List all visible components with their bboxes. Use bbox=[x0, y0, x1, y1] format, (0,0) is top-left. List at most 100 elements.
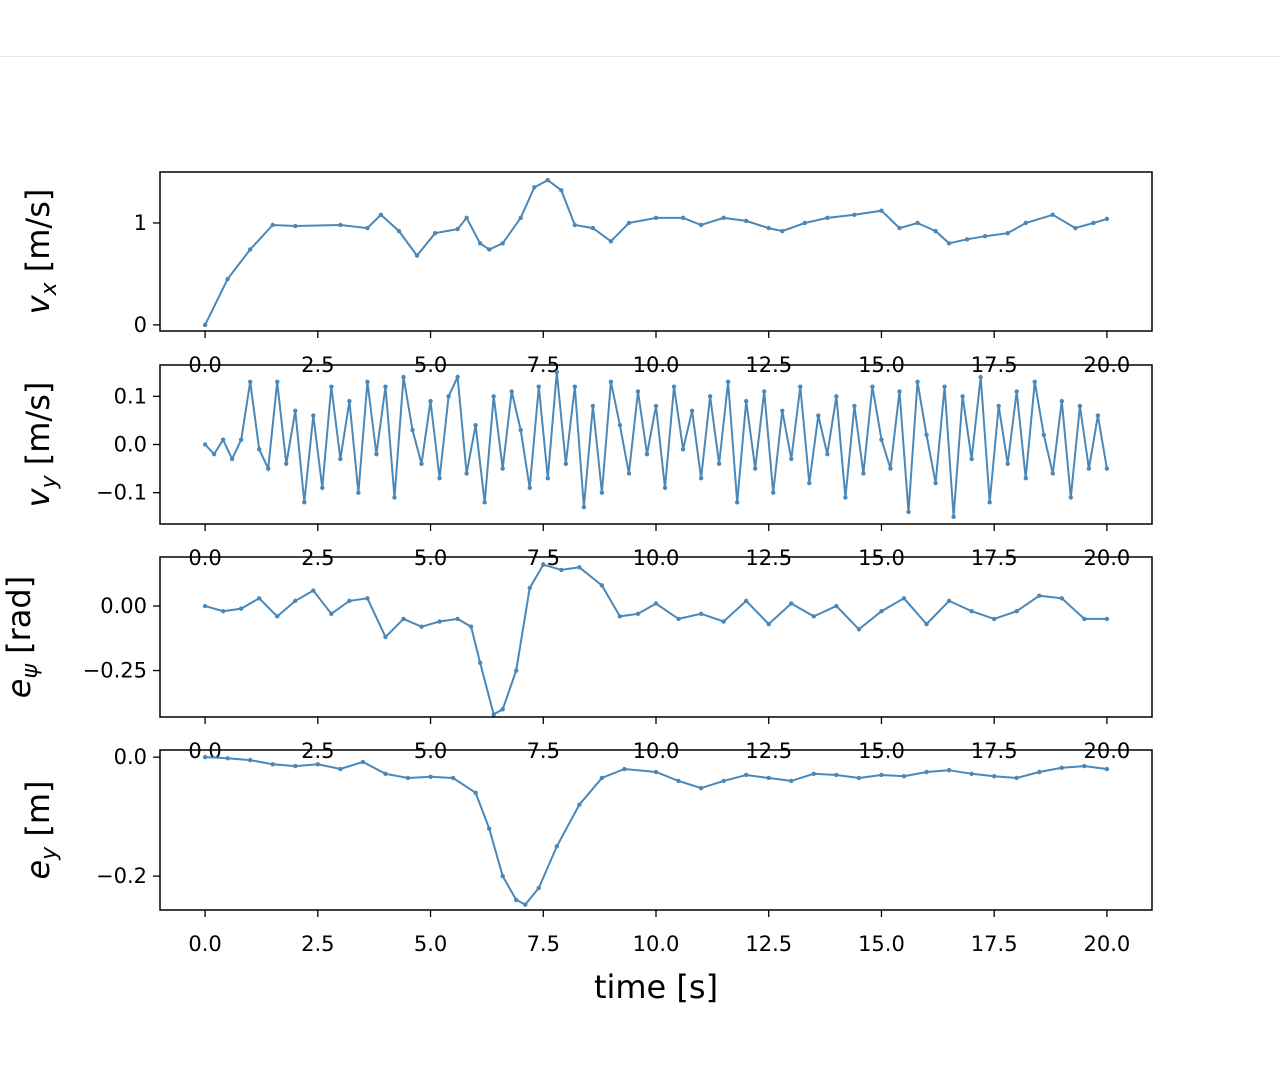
data-point bbox=[1014, 389, 1019, 394]
data-point bbox=[590, 225, 596, 231]
data-point bbox=[220, 608, 226, 614]
data-point bbox=[518, 427, 523, 433]
data-point bbox=[924, 769, 929, 775]
data-point bbox=[1005, 230, 1010, 236]
data-point bbox=[238, 606, 244, 611]
data-point bbox=[676, 778, 681, 784]
data-point bbox=[780, 228, 785, 234]
data-point bbox=[662, 485, 668, 491]
data-point bbox=[698, 222, 704, 228]
x-tick-label: 10.0 bbox=[633, 932, 680, 956]
data-point bbox=[978, 374, 983, 380]
data-point bbox=[626, 471, 632, 476]
data-point bbox=[1037, 769, 1042, 775]
data-point bbox=[834, 603, 839, 609]
data-point bbox=[360, 759, 366, 765]
data-point bbox=[374, 451, 379, 457]
data-point bbox=[1086, 466, 1092, 471]
series-line bbox=[205, 756, 1108, 906]
data-point bbox=[924, 621, 929, 627]
x-tick-label: 5.0 bbox=[414, 932, 447, 956]
data-point bbox=[635, 611, 641, 616]
subplot-2: 0.0 2.5 5.0 7.5 10.0 12.5 15.0 17.5 20.0−0.10.00… bbox=[19, 364, 1153, 570]
data-point bbox=[969, 456, 974, 462]
data-point bbox=[721, 619, 726, 624]
data-point bbox=[915, 220, 920, 226]
data-point bbox=[559, 567, 564, 573]
data-point bbox=[437, 476, 442, 481]
data-point bbox=[396, 228, 402, 234]
data-point bbox=[721, 778, 726, 784]
data-point bbox=[527, 485, 532, 491]
data-point bbox=[1037, 593, 1042, 598]
data-point bbox=[468, 624, 474, 629]
data-point bbox=[1032, 379, 1037, 385]
data-point bbox=[577, 802, 582, 807]
data-point bbox=[455, 226, 460, 232]
axes-frame bbox=[159, 749, 1153, 911]
data-point bbox=[464, 471, 469, 476]
data-point bbox=[897, 225, 902, 231]
data-point bbox=[257, 596, 262, 601]
data-point bbox=[834, 772, 839, 778]
data-point bbox=[946, 241, 952, 246]
data-point bbox=[1104, 616, 1110, 622]
data-point bbox=[383, 384, 388, 389]
data-point bbox=[1023, 220, 1028, 226]
x-tick-label: 0.0 bbox=[188, 739, 221, 763]
data-point bbox=[464, 215, 469, 221]
data-point bbox=[653, 215, 659, 221]
data-point bbox=[897, 389, 902, 394]
axes-frame bbox=[159, 364, 1153, 525]
series-line bbox=[204, 179, 1108, 326]
x-tick-label: 17.5 bbox=[971, 739, 1018, 763]
data-point bbox=[901, 773, 907, 779]
data-point bbox=[315, 762, 321, 767]
y-tick-label: −0.1 bbox=[96, 481, 147, 505]
data-point bbox=[320, 485, 325, 491]
x-tick-label: 20.0 bbox=[1084, 546, 1131, 570]
data-point bbox=[477, 660, 483, 666]
data-point bbox=[1073, 225, 1078, 231]
data-point bbox=[477, 241, 483, 246]
x-tick-label: 10.0 bbox=[633, 739, 680, 763]
data-point bbox=[825, 215, 830, 221]
data-point bbox=[599, 583, 605, 588]
x-tick-label: 17.5 bbox=[971, 546, 1018, 570]
data-point bbox=[1082, 763, 1087, 769]
data-point bbox=[856, 775, 862, 781]
x-tick-label: 7.5 bbox=[527, 932, 560, 956]
data-point bbox=[414, 253, 420, 258]
data-point bbox=[1104, 466, 1110, 471]
data-point bbox=[753, 466, 758, 471]
data-point bbox=[707, 394, 713, 399]
data-point bbox=[1104, 216, 1110, 222]
x-tick-label: 12.5 bbox=[745, 546, 792, 570]
data-point bbox=[852, 403, 857, 409]
data-point bbox=[789, 601, 794, 606]
data-point bbox=[428, 398, 433, 404]
data-point bbox=[450, 775, 456, 781]
data-point bbox=[229, 456, 235, 462]
data-point bbox=[437, 619, 442, 624]
series-line bbox=[204, 372, 1108, 517]
data-point bbox=[383, 634, 388, 640]
data-point bbox=[856, 627, 862, 632]
data-point bbox=[455, 374, 460, 380]
data-point bbox=[202, 442, 208, 447]
data-point bbox=[766, 775, 771, 781]
data-point bbox=[238, 437, 244, 442]
data-point bbox=[653, 403, 659, 409]
data-point bbox=[807, 480, 812, 486]
data-point bbox=[247, 757, 253, 763]
top-divider bbox=[0, 56, 1280, 57]
data-point bbox=[329, 611, 334, 616]
data-point bbox=[225, 276, 230, 282]
data-point bbox=[789, 456, 794, 462]
data-point bbox=[1059, 765, 1065, 771]
y-tick-label: −0.2 bbox=[96, 864, 147, 888]
data-point bbox=[518, 215, 523, 221]
data-point bbox=[365, 379, 370, 385]
